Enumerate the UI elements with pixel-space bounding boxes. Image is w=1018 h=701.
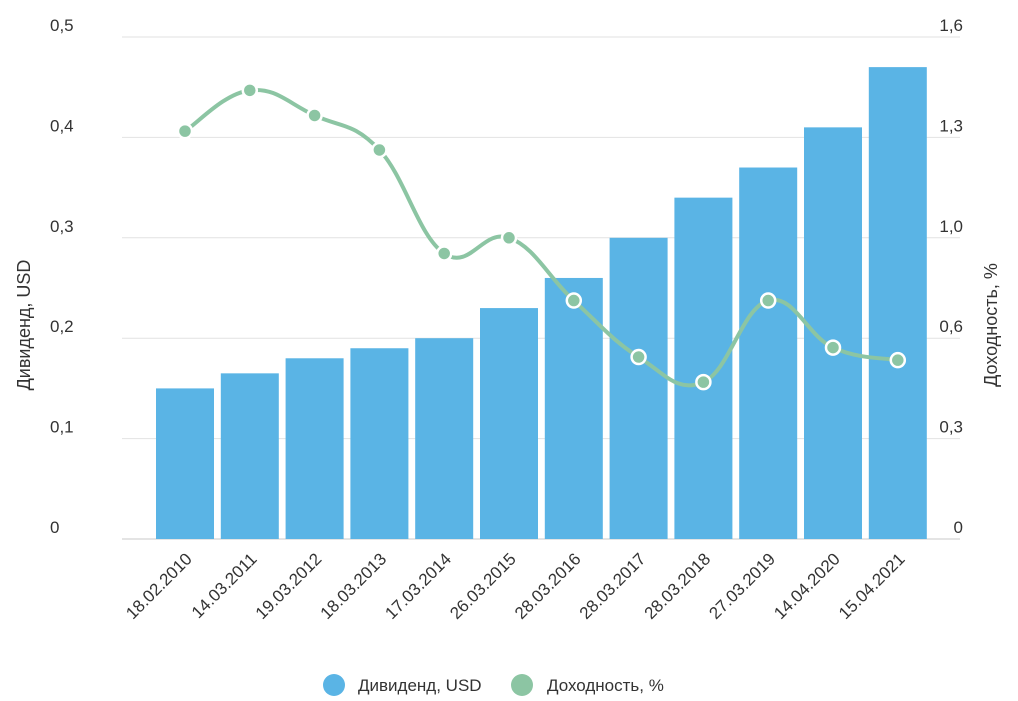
x-tick-label: 14.04.2020 (770, 549, 844, 623)
legend-item-yield[interactable]: Доходность, % (511, 674, 664, 696)
yield-point[interactable] (565, 292, 583, 309)
y2-tick-label: 0,3 (939, 418, 963, 437)
x-tick-label: 15.04.2021 (835, 549, 909, 623)
legend-item-dividend[interactable]: Дивиденд, USD (323, 674, 482, 696)
yield-point[interactable] (824, 339, 842, 356)
legend-marker-yield (511, 674, 533, 696)
yield-point[interactable] (241, 82, 259, 99)
y2-tick-label: 0,6 (939, 317, 963, 336)
y2-axis-title: Доходность, % (981, 263, 1001, 387)
x-tick-label: 18.03.2013 (317, 549, 391, 623)
legend-label-yield: Доходность, % (547, 676, 664, 695)
bar[interactable] (156, 388, 214, 539)
y-tick-label: 0,3 (50, 217, 74, 236)
x-tick-label: 27.03.2019 (705, 549, 779, 623)
y2-tick-label: 1,6 (939, 16, 963, 35)
yield-point[interactable] (435, 245, 453, 262)
bar[interactable] (480, 308, 538, 539)
x-tick-label: 14.03.2011 (188, 549, 261, 622)
yield-point[interactable] (889, 351, 907, 369)
x-axis-ticks: 18.02.201014.03.201119.03.201218.03.2013… (122, 549, 908, 623)
y-tick-label: 0 (50, 518, 59, 537)
bar[interactable] (285, 358, 344, 539)
yield-line (176, 82, 907, 391)
y-axis-title: Дивиденд, USD (14, 260, 34, 391)
y2-tick-label: 0 (954, 518, 963, 537)
legend: Дивиденд, USD Доходность, % (323, 674, 664, 696)
y2-tick-label: 1,0 (939, 217, 963, 236)
x-tick-label: 18.02.2010 (122, 549, 196, 623)
bar[interactable] (868, 67, 927, 540)
yield-point[interactable] (500, 229, 518, 247)
bar[interactable] (350, 348, 409, 539)
yield-point[interactable] (759, 292, 777, 309)
yield-point[interactable] (695, 373, 712, 391)
yield-point[interactable] (630, 348, 647, 366)
right-axis-ticks: 0 0,3 0,6 1,0 1,3 1,6 (939, 16, 963, 537)
x-tick-label: 17.03.2014 (381, 549, 455, 623)
y-tick-label: 0,2 (50, 317, 74, 336)
bar[interactable] (415, 338, 474, 539)
yield-point[interactable] (176, 122, 194, 140)
x-tick-label: 26.03.2015 (446, 549, 520, 623)
x-tick-label: 28.03.2018 (641, 549, 715, 623)
y-tick-label: 0,5 (50, 16, 74, 35)
y-tick-label: 0,4 (50, 116, 74, 135)
bar[interactable] (544, 277, 603, 539)
y2-tick-label: 1,3 (939, 116, 963, 135)
yield-point[interactable] (306, 107, 323, 124)
bar[interactable] (609, 237, 668, 540)
x-tick-label: 28.03.2017 (576, 549, 650, 623)
x-tick-label: 28.03.2016 (511, 549, 585, 623)
x-tick-label: 19.03.2012 (252, 549, 326, 623)
left-axis-ticks: 0 0,1 0,2 0,3 0,4 0,5 (50, 16, 74, 537)
dividend-bars (156, 67, 927, 540)
legend-marker-dividend (323, 674, 345, 696)
legend-label-dividend: Дивиденд, USD (358, 676, 482, 695)
yield-point[interactable] (371, 141, 388, 159)
y-tick-label: 0,1 (50, 418, 74, 437)
bar[interactable] (739, 167, 798, 539)
bar[interactable] (220, 373, 279, 539)
bar[interactable] (674, 197, 733, 539)
